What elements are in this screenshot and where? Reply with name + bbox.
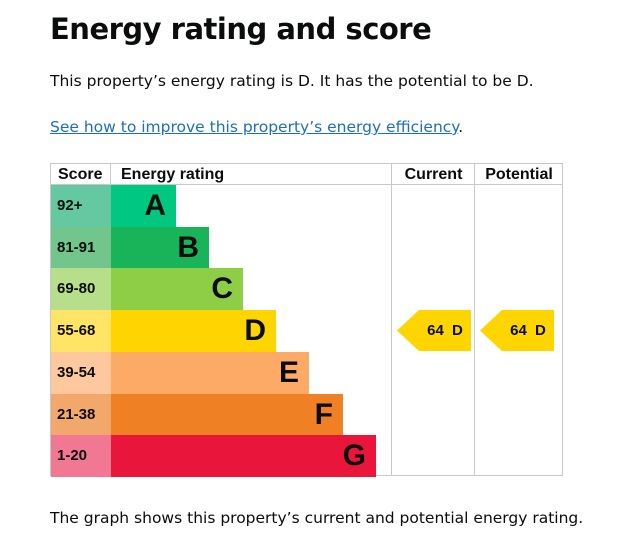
- divider: [110, 164, 111, 185]
- current-rating-arrow: 64 D: [397, 310, 471, 351]
- band-row-c: 69-80 C: [51, 268, 391, 311]
- band-row-e: 39-54 E: [51, 351, 391, 394]
- band-bar-f: F: [111, 393, 343, 436]
- link-suffix: .: [458, 118, 464, 136]
- band-score: 39-54: [51, 351, 111, 394]
- band-score: 1-20: [51, 435, 111, 478]
- header-score: Score: [51, 164, 111, 185]
- page-title: Energy rating and score: [50, 12, 432, 46]
- intro-text: This property’s energy rating is D. It h…: [50, 72, 534, 90]
- band-row-a: 92+ A: [51, 185, 391, 227]
- divider: [391, 164, 392, 475]
- band-bar-c: C: [111, 268, 243, 311]
- header-energy-rating: Energy rating: [111, 164, 392, 185]
- band-row-d: 55-68 D: [51, 310, 391, 353]
- band-bar-b: B: [111, 226, 209, 269]
- band-bar-d: D: [111, 310, 276, 353]
- band-score: 81-91: [51, 226, 111, 269]
- divider: [474, 164, 475, 475]
- band-score: 55-68: [51, 310, 111, 353]
- band-score: 92+: [51, 185, 111, 227]
- improve-efficiency-link[interactable]: See how to improve this property’s energ…: [50, 118, 459, 136]
- band-score: 69-80: [51, 268, 111, 311]
- band-row-b: 81-91 B: [51, 226, 391, 269]
- band-row-f: 21-38 F: [51, 393, 391, 436]
- band-bar-e: E: [111, 351, 309, 394]
- footer-text: The graph shows this property’s current …: [50, 509, 584, 527]
- band-bar-g: G: [111, 435, 376, 478]
- header-potential: Potential: [475, 164, 563, 185]
- header-current: Current: [392, 164, 475, 185]
- potential-rating-arrow: 64 D: [480, 310, 554, 351]
- energy-rating-chart: Score Energy rating Current Potential 92…: [50, 163, 563, 478]
- band-row-g: 1-20 G: [51, 435, 391, 478]
- band-score: 21-38: [51, 393, 111, 436]
- band-bar-a: A: [111, 185, 176, 227]
